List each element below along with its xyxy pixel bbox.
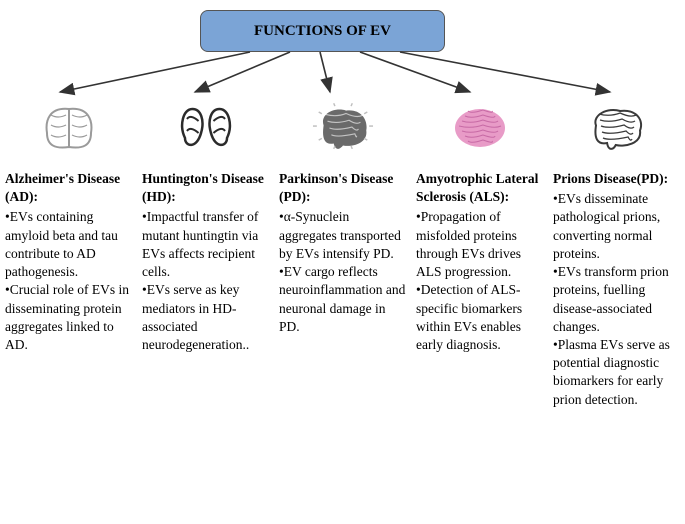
bullet-item: EVs transform prion proteins, fuelling d… xyxy=(553,263,680,336)
column-prion: Prions Disease(PD): EVs disseminate path… xyxy=(553,170,680,409)
bullet-list: Impactful transfer of mutant huntingtin … xyxy=(142,208,269,354)
bullet-item: EVs disseminate pathological prions, con… xyxy=(553,190,680,263)
bullet-item: Impactful transfer of mutant huntingtin … xyxy=(142,208,269,281)
bullet-item: Propagation of misfolded proteins throug… xyxy=(416,208,543,281)
column-pd: Parkinson's Disease (PD): α-Synuclein ag… xyxy=(279,170,406,409)
columns-container: Alzheimer's Disease (AD): EVs containing… xyxy=(5,170,680,409)
column-als: Amyotrophic Lateral Sclerosis (ALS): Pro… xyxy=(416,170,543,409)
column-title: Alzheimer's Disease (AD): xyxy=(5,170,132,206)
bullet-item: Detection of ALS-specific biomarkers wit… xyxy=(416,281,543,354)
brain-icon-hd xyxy=(175,100,237,155)
column-title: Parkinson's Disease (PD): xyxy=(279,170,406,206)
bullet-item: Crucial role of EVs in disseminating pro… xyxy=(5,281,132,354)
brain-icon-pd xyxy=(312,100,374,155)
bullet-list: EVs containing amyloid beta and tau cont… xyxy=(5,208,132,354)
header-title-box: FUNCTIONS OF EV xyxy=(200,10,445,52)
column-ad: Alzheimer's Disease (AD): EVs containing… xyxy=(5,170,132,409)
bullet-item: EV cargo reflects neuroinflammation and … xyxy=(279,263,406,336)
bullet-item: EVs containing amyloid beta and tau cont… xyxy=(5,208,132,281)
column-title: Huntington's Disease (HD): xyxy=(142,170,269,206)
bullet-item: EVs serve as key mediators in HD-associa… xyxy=(142,281,269,354)
brain-icon-ad xyxy=(38,100,100,155)
column-title: Amyotrophic Lateral Sclerosis (ALS): xyxy=(416,170,543,206)
bullet-list: EVs disseminate pathological prions, con… xyxy=(553,190,680,409)
bullet-item: α-Synuclein aggregates transported by EV… xyxy=(279,208,406,263)
bullet-list: α-Synuclein aggregates transported by EV… xyxy=(279,208,406,336)
header-title: FUNCTIONS OF EV xyxy=(254,23,391,40)
bullet-item: Plasma EVs serve as potential diagnostic… xyxy=(553,336,680,409)
brain-icon-als xyxy=(449,100,511,155)
column-hd: Huntington's Disease (HD): Impactful tra… xyxy=(142,170,269,409)
column-title: Prions Disease(PD): xyxy=(553,170,680,188)
brain-row xyxy=(0,95,685,160)
bullet-list: Propagation of misfolded proteins throug… xyxy=(416,208,543,354)
brain-icon-prion xyxy=(586,100,648,155)
